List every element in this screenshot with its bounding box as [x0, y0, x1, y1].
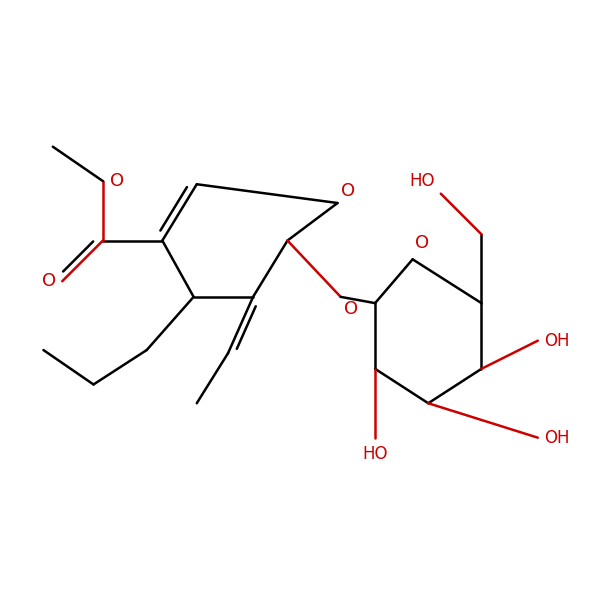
Text: O: O [415, 234, 428, 252]
Text: O: O [42, 272, 56, 290]
Text: HO: HO [362, 445, 388, 463]
Text: O: O [341, 182, 355, 200]
Text: O: O [110, 172, 125, 190]
Text: OH: OH [544, 428, 569, 446]
Text: HO: HO [409, 172, 434, 190]
Text: O: O [344, 300, 358, 318]
Text: OH: OH [544, 332, 569, 350]
